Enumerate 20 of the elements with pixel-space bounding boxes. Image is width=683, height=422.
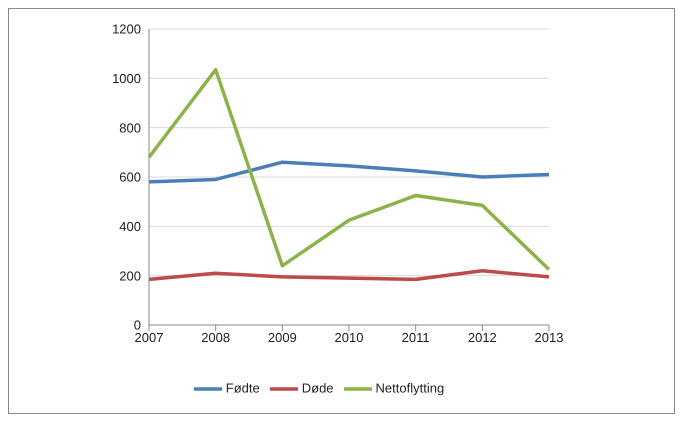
line-series — [147, 160, 551, 184]
x-tick-label: 2011 — [402, 330, 430, 346]
x-tick-label: 2007 — [134, 330, 164, 346]
x-tick-label: 2008 — [201, 330, 230, 346]
y-tick-label: 400 — [119, 218, 141, 234]
legend-label: Fødte — [226, 380, 260, 396]
line-series — [147, 268, 551, 282]
y-tick-label: 600 — [119, 170, 141, 185]
y-tick-label: 1200 — [112, 22, 141, 37]
x-tick-label: 2013 — [534, 330, 564, 346]
x-tick-label: 2012 — [468, 330, 497, 346]
x-tick-label: 2010 — [334, 330, 364, 346]
line-series — [147, 68, 551, 272]
legend-label: Nettoflytting — [376, 380, 444, 396]
y-tick-label: 1000 — [112, 70, 141, 86]
y-tick-label: 0 — [134, 318, 141, 333]
y-tick-label: 200 — [119, 268, 141, 284]
x-tick-label: 2009 — [268, 330, 297, 346]
legend-label: Døde — [302, 380, 334, 396]
y-tick-label: 800 — [119, 120, 141, 136]
